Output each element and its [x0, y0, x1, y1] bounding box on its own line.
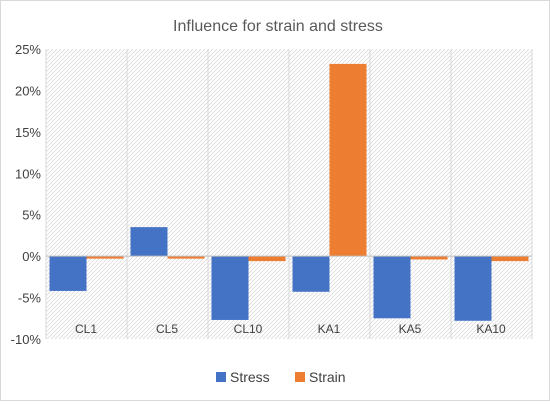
x-tick-label: CL1	[75, 322, 97, 336]
bar-strain-cl5	[167, 256, 205, 259]
x-tick-label: KA1	[318, 322, 341, 336]
legend-swatch-stress	[216, 372, 226, 382]
x-tick-label: KA10	[476, 322, 506, 336]
bar-stress-cl1	[49, 256, 87, 291]
y-tick-label: 20%	[15, 83, 41, 98]
bar-strain-cl1	[86, 256, 124, 259]
bars	[49, 63, 529, 321]
legend-label-strain: Strain	[309, 369, 346, 385]
legend-label-stress: Stress	[230, 369, 270, 385]
legend-swatch-strain	[295, 372, 305, 382]
y-axis: 25% 20% 15% 10% 5% 0% -5% -10%	[11, 42, 42, 347]
y-tick-label: 15%	[15, 125, 41, 140]
y-tick-label: -5%	[18, 291, 42, 306]
x-tick-label: CL5	[156, 322, 178, 336]
category-separators	[45, 49, 533, 339]
bar-stress-cl5	[130, 227, 168, 257]
y-tick-label: 5%	[22, 208, 41, 223]
bar-stress-ka10	[454, 256, 492, 321]
x-tick-label: KA5	[399, 322, 422, 336]
y-tick-label: -10%	[11, 332, 42, 347]
chart-title: Influence for strain and stress	[173, 18, 383, 35]
bar-stress-ka1	[292, 256, 330, 292]
y-tick-label: 10%	[15, 166, 41, 181]
x-axis: CL1 CL5 CL10 KA1 KA5 KA10	[75, 322, 506, 336]
bar-strain-ka5	[410, 256, 448, 260]
bar-strain-cl10	[248, 256, 286, 262]
x-tick-label: CL10	[234, 322, 263, 336]
legend: Stress Strain	[216, 369, 346, 385]
bar-strain-ka10	[491, 256, 529, 262]
bar-strain-ka1	[329, 63, 367, 257]
bar-stress-cl10	[211, 256, 249, 320]
y-tick-label: 0%	[22, 249, 41, 264]
bar-stress-ka5	[373, 256, 411, 319]
y-tick-label: 25%	[15, 42, 41, 57]
